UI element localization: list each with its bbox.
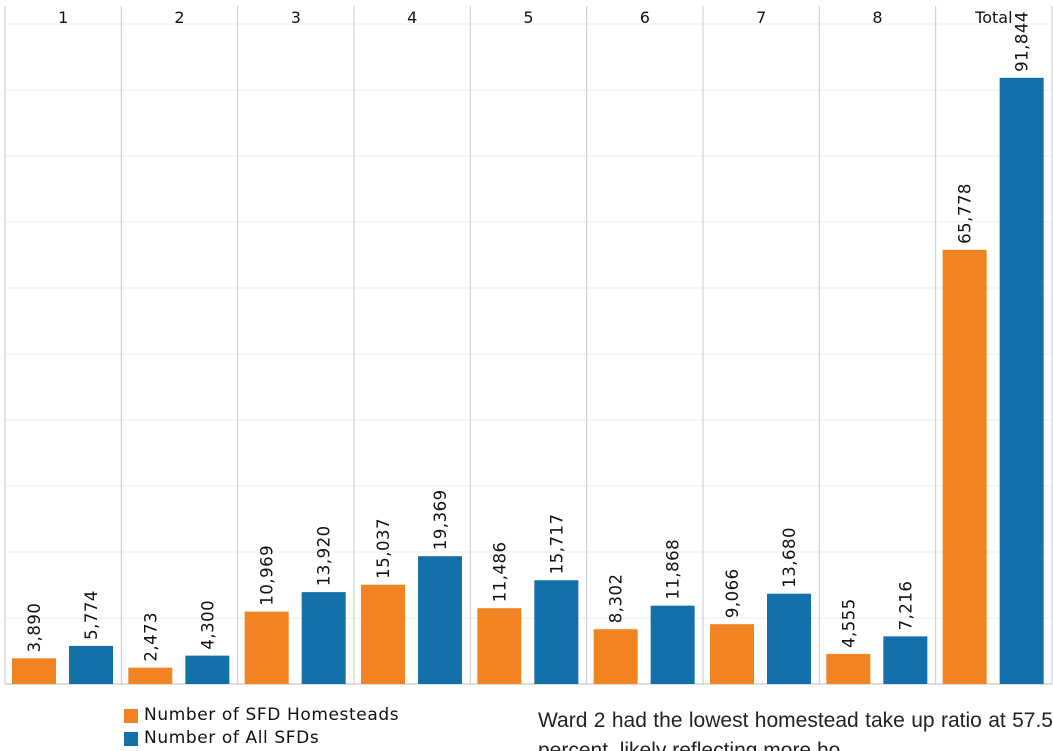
category-label: 5 [523,8,533,27]
data-label: 5,774 [82,590,101,640]
bar-homesteads [361,584,405,684]
bar-all-sfds [69,645,113,684]
bar-homesteads [477,608,522,684]
category-label: 6 [640,8,650,27]
bar-homesteads [942,249,987,684]
data-label: 3,890 [25,603,44,653]
bar-homesteads [128,667,173,684]
data-label: 2,473 [141,612,160,662]
category-label: 8 [872,8,882,27]
category-label: Total [974,8,1012,27]
data-label: 91,844 [1013,11,1032,72]
chart-legend: Number of SFD Homesteads Number of All S… [124,704,399,750]
bar-all-sfds [185,655,230,684]
bar-chart: 1 2 3 4 5 6 7 8 Total 3,890 2,473 10,969 15,037 11,48… [4,6,1053,685]
bar-homesteads [710,624,754,684]
bar-all-sfds [999,77,1044,685]
body-text: Ward 2 had the lowest homestead take up … [538,709,1053,751]
category-label: 3 [291,8,301,27]
legend-label-homesteads: Number of SFD Homesteads [144,705,400,725]
legend-swatch-all-sfds [124,731,138,746]
data-label: 11,868 [664,539,683,600]
bar-all-sfds [301,592,346,684]
bar-homesteads [12,658,56,684]
legend-item-all-sfds: Number of All SFDs [124,727,399,750]
data-label: 15,717 [547,514,566,575]
legend-label-all-sfds: Number of All SFDs [144,728,320,748]
bar-all-sfds [418,556,462,684]
category-label: 1 [58,8,68,27]
category-label: 4 [407,8,417,27]
bar-all-sfds [767,593,811,684]
data-label: 8,302 [607,573,626,623]
bar-all-sfds [650,605,695,684]
legend-swatch-homesteads [124,708,138,723]
data-label: 19,369 [431,489,450,550]
data-label: 4,555 [839,598,858,648]
bar-all-sfds [883,636,928,684]
category-label: 7 [756,8,766,27]
legend-item-homesteads: Number of SFD Homesteads [124,704,399,727]
data-label: 13,920 [315,525,334,586]
data-label: 10,969 [258,545,277,606]
data-label: 65,778 [956,183,975,244]
bar-all-sfds [534,580,579,684]
category-label: 2 [174,8,184,27]
bar-homesteads [826,653,871,684]
data-label: 15,037 [374,518,393,579]
bar-homesteads [244,611,289,684]
data-label: 9,066 [723,568,742,618]
data-label: 4,300 [198,600,217,650]
bar-homesteads [593,629,638,684]
data-label: 7,216 [896,581,915,631]
data-label: 13,680 [780,527,799,588]
data-label: 11,486 [490,541,509,602]
